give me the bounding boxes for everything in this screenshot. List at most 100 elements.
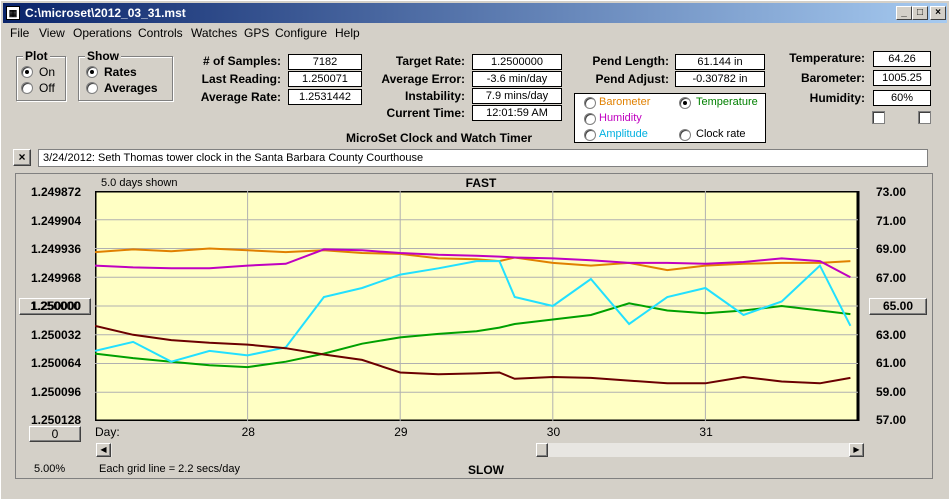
day-tick-label: 28 [241, 425, 255, 439]
menu-operations[interactable]: Operations [73, 26, 132, 40]
app-caption: MicroSet Clock and Watch Timer [346, 131, 533, 145]
avg-error-field: -3.6 min/day [472, 71, 562, 87]
note-close-button[interactable]: × [13, 149, 31, 166]
plot-off-radio[interactable] [21, 82, 33, 94]
left-tick-label: 1.250096 [31, 384, 82, 399]
amplitude-option-label: Amplitude [599, 128, 648, 140]
day-axis-label: Day: [95, 425, 120, 439]
left-tick-label: 1.250128 [31, 413, 82, 427]
target-rate-label: Target Rate: [395, 54, 465, 68]
window-title: C:\microset\2012_03_31.mst [25, 6, 186, 20]
clock-rate-option-label: Clock rate [696, 128, 746, 140]
grid-note: Each grid line = 2.2 secs/day [99, 463, 240, 475]
series-line-temperature [95, 302, 851, 369]
series-line-clock-rate [95, 324, 851, 385]
avg-rate-field: 1.2531442 [288, 89, 362, 105]
left-tick-label: 1.250000 [31, 299, 82, 313]
right-tick-label: 67.00 [876, 270, 907, 285]
instability-label: Instability: [404, 89, 465, 103]
show-rates-radio[interactable] [86, 66, 98, 78]
zoom-percent: 5.00% [34, 463, 66, 475]
plot-group: Plot [16, 49, 66, 101]
right-tick-label: 69.00 [876, 242, 907, 256]
horizontal-scrollbar[interactable]: ◀ ▶ [95, 442, 865, 458]
left-tick-label: 1.249968 [31, 270, 82, 285]
temperature-center-button[interactable]: 65.00 [869, 298, 927, 315]
right-tick-label: 63.00 [876, 327, 907, 342]
plot-on-label: On [39, 65, 56, 79]
barometer-option-label: Barometer [599, 96, 651, 108]
humidity-radio[interactable] [584, 113, 596, 125]
app-icon[interactable]: ▦ [6, 6, 20, 20]
avg-rate-label: Average Rate: [200, 90, 281, 104]
samples-field: 7182 [288, 54, 362, 70]
instability-field: 7.9 mins/day [472, 88, 562, 104]
pend-length-label: Pend Length: [592, 54, 669, 68]
menu-bar: File View Operations Controls Watches GP… [3, 24, 947, 42]
right-tick-label: 71.00 [876, 213, 907, 228]
amplitude-radio[interactable] [584, 129, 596, 141]
temperature-radio[interactable] [679, 97, 691, 109]
samples-label: # of Samples: [202, 54, 281, 68]
show-group-caption: Show [85, 49, 121, 63]
last-reading-label: Last Reading: [201, 72, 281, 86]
scroll-thumb[interactable] [536, 443, 548, 457]
left-tick-label: 1.249904 [31, 213, 82, 228]
title-bar[interactable]: ▦ C:\microset\2012_03_31.mst _ □ × [3, 3, 947, 23]
target-rate-field[interactable]: 1.2500000 [472, 54, 562, 70]
right-tick-label: 59.00 [876, 384, 907, 399]
series-line-humidity [95, 248, 851, 279]
avg-error-label: Average Error: [381, 72, 465, 86]
scroll-right-arrow-icon[interactable]: ▶ [849, 443, 864, 457]
humidity-field: 60% [873, 90, 931, 106]
slow-label: SLOW [468, 463, 504, 477]
left-tick-label: 1.250064 [31, 356, 82, 370]
humidity-checkbox-right[interactable] [918, 111, 931, 124]
day-tick-label: 29 [394, 425, 408, 439]
scroll-left-arrow-icon[interactable]: ◀ [96, 443, 111, 457]
temperature-field: 64.26 [873, 51, 931, 67]
menu-controls[interactable]: Controls [138, 26, 183, 40]
scroll-track-filled [112, 443, 536, 457]
clock-rate-radio[interactable] [679, 129, 691, 141]
right-tick-label: 61.00 [876, 356, 907, 370]
current-time-field: 12:01:59 AM [472, 105, 562, 121]
fast-label: FAST [465, 176, 497, 190]
last-reading-field: 1.250071 [288, 71, 362, 87]
menu-watches[interactable]: Watches [191, 26, 238, 40]
left-tick-label: 1.250032 [31, 327, 82, 342]
offset-button[interactable]: 0 [29, 426, 81, 442]
note-field[interactable]: 3/24/2012: Seth Thomas tower clock in th… [38, 149, 928, 167]
right-tick-label: 57.00 [876, 413, 907, 427]
plot-on-radio[interactable] [21, 66, 33, 78]
show-averages-radio[interactable] [86, 82, 98, 94]
minimize-button[interactable]: _ [896, 6, 912, 20]
left-tick-label: 1.249936 [31, 242, 82, 256]
show-rates-label: Rates [104, 65, 137, 79]
menu-gps[interactable]: GPS [244, 26, 270, 40]
menu-help[interactable]: Help [335, 26, 360, 40]
day-tick-label: 31 [699, 425, 713, 439]
right-tick-label: 73.00 [876, 185, 907, 199]
days-shown-label: 5.0 days shown [101, 177, 178, 189]
menu-view[interactable]: View [39, 26, 65, 40]
barometer-label: Barometer: [800, 71, 865, 85]
show-averages-label: Averages [104, 81, 158, 95]
pend-adjust-label: Pend Adjust: [595, 72, 669, 86]
menu-configure[interactable]: Configure [275, 26, 328, 40]
humidity-option-label: Humidity [599, 112, 642, 124]
rate-reset-button[interactable]: 1.250000 [19, 298, 91, 315]
maximize-button[interactable]: □ [912, 6, 928, 20]
close-button[interactable]: × [930, 6, 946, 20]
barometer-radio[interactable] [584, 97, 596, 109]
humidity-label: Humidity: [809, 91, 865, 105]
pend-length-field[interactable]: 61.144 in [675, 54, 765, 70]
pend-adjust-field[interactable]: -0.30782 in [675, 71, 765, 87]
current-time-label: Current Time: [386, 106, 465, 120]
plot-off-label: Off [39, 81, 55, 95]
menu-file[interactable]: File [10, 26, 30, 40]
temperature-option-label: Temperature [696, 96, 758, 108]
humidity-checkbox-left[interactable] [872, 111, 885, 124]
day-tick-label: 30 [546, 425, 561, 439]
